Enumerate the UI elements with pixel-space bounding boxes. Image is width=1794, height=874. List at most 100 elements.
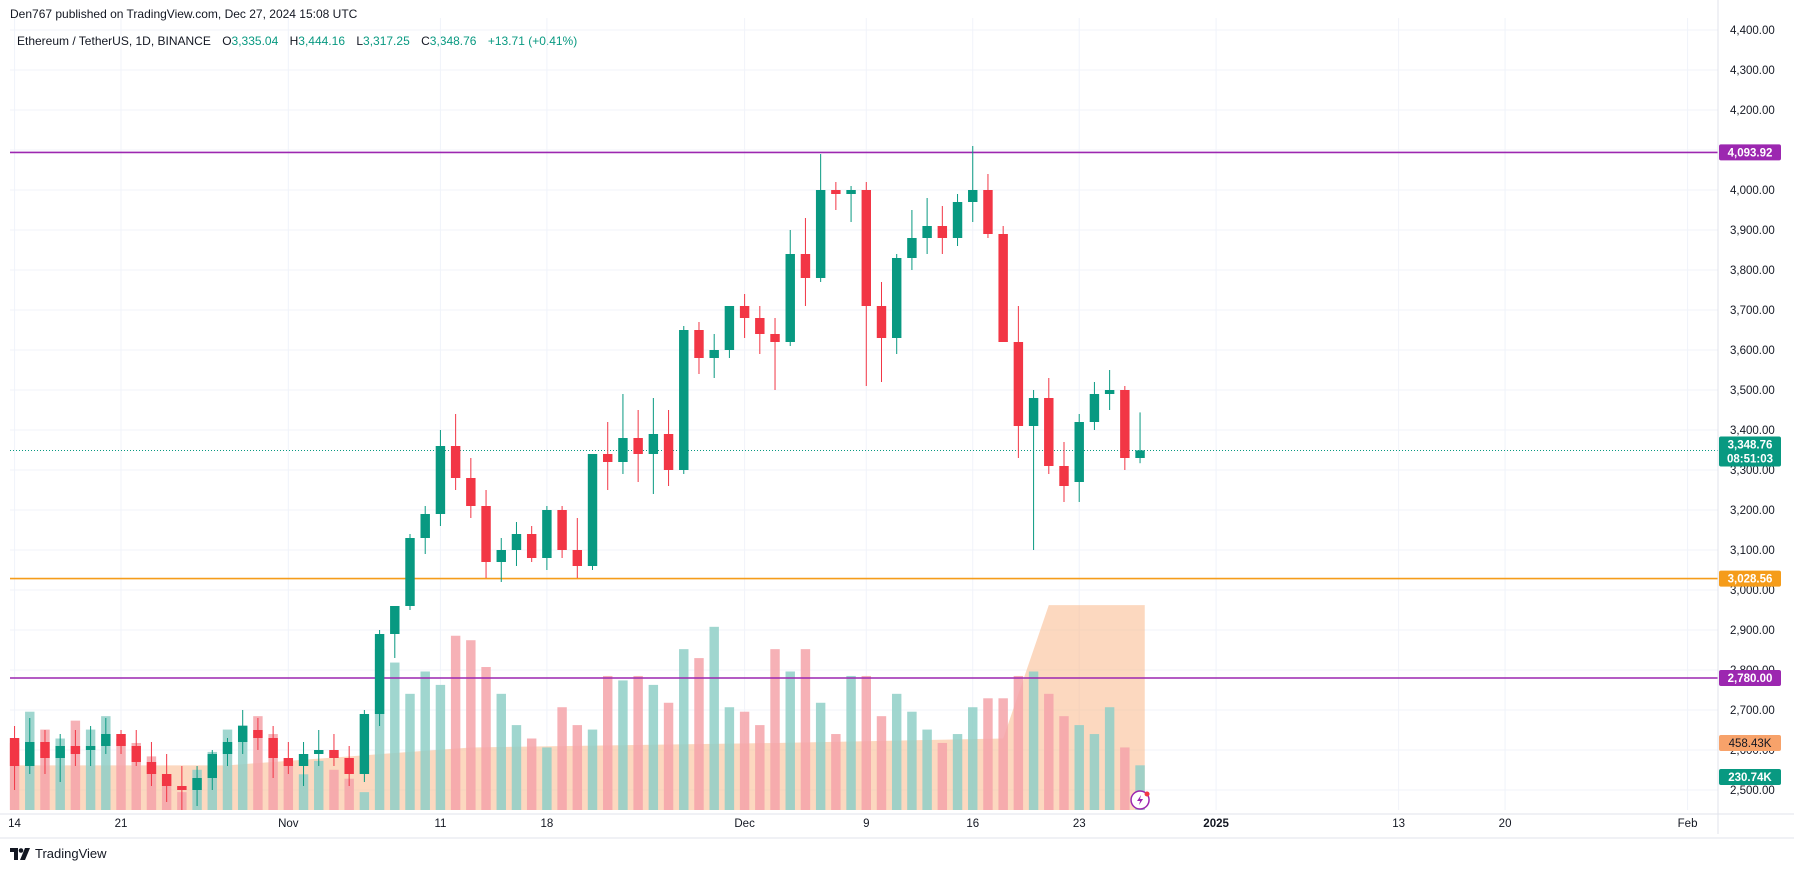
volume-bar <box>557 707 567 810</box>
candle-body <box>435 446 446 514</box>
y-tick-label: 3,600.00 <box>1730 345 1775 357</box>
volume-bar <box>755 725 765 810</box>
volume-bar <box>1028 671 1039 810</box>
y-tick-label: 3,400.00 <box>1730 425 1775 437</box>
level-badge <box>1719 670 1781 686</box>
candle-body <box>253 730 263 738</box>
level-badge <box>1719 144 1781 161</box>
candle-body <box>937 226 948 238</box>
volume-bar <box>770 649 780 810</box>
volume-average-label: 458.43K <box>1729 738 1772 750</box>
candle-body <box>405 538 415 606</box>
volume-bar <box>603 675 613 810</box>
x-tick-label: 16 <box>966 818 979 830</box>
countdown-label: 08:51:03 <box>1727 453 1773 465</box>
symbol-legend: Ethereum / TetherUS, 1D, BINANCE O3,335.… <box>17 34 577 48</box>
candle-body <box>572 550 583 566</box>
volume-bar <box>101 716 111 810</box>
candle-body <box>770 334 780 342</box>
candle-body <box>1013 342 1024 426</box>
candle-body <box>785 254 795 342</box>
level-badge <box>1719 570 1781 587</box>
candle-body <box>907 238 917 258</box>
volume-bar <box>831 734 841 810</box>
volume-bar <box>815 702 826 810</box>
volume-bar <box>587 729 598 810</box>
candles <box>9 146 1145 810</box>
candle-body <box>481 506 491 562</box>
x-tick-label: 14 <box>8 818 21 830</box>
candle-body <box>9 738 20 766</box>
volume-bar <box>572 725 583 810</box>
x-tick-label: Feb <box>1678 818 1698 830</box>
candle-body <box>101 734 111 746</box>
volume-bar <box>85 729 96 810</box>
candle-body <box>374 634 385 714</box>
candle-body <box>831 190 841 194</box>
volume-bar <box>891 693 902 810</box>
candle-body <box>496 550 506 562</box>
volume-bar <box>359 792 370 810</box>
candle-body <box>739 306 750 318</box>
volume-bar <box>329 769 339 810</box>
volume-bar <box>450 635 461 810</box>
high-label: H <box>289 34 299 48</box>
candle-body <box>116 734 126 746</box>
candle-body <box>131 746 141 762</box>
symbol-name[interactable]: Ethereum / TetherUS, 1D, BINANCE <box>17 34 211 48</box>
x-tick-label: 21 <box>115 818 128 830</box>
volume-bar <box>283 765 294 810</box>
volume-bar <box>952 734 963 810</box>
y-tick-label: 4,300.00 <box>1730 65 1775 77</box>
x-tick-label: 20 <box>1499 818 1512 830</box>
candle-body <box>1044 398 1054 466</box>
volume-bar <box>1074 725 1084 810</box>
volume-bar <box>435 684 446 810</box>
volume-bar <box>618 680 628 810</box>
candle-body <box>1059 466 1069 486</box>
candle-body <box>846 190 856 194</box>
last-price-badge <box>1719 436 1781 467</box>
candle-body <box>557 510 567 550</box>
low-label: L <box>356 34 364 48</box>
candle-body <box>25 742 35 766</box>
candle-body <box>526 534 537 558</box>
volume-average-badge <box>1719 735 1781 751</box>
candle-body <box>1104 390 1115 394</box>
candle-body <box>268 738 278 758</box>
tradingview-logo[interactable]: TradingView <box>10 846 107 861</box>
candle-body <box>1089 394 1100 422</box>
volume-bar <box>1104 707 1115 810</box>
candle-body <box>1135 450 1145 458</box>
y-tick-label: 2,700.00 <box>1730 705 1775 717</box>
candle-body <box>663 434 674 470</box>
volume-bar <box>663 702 674 810</box>
volume-bar <box>922 729 932 810</box>
candle-body <box>237 726 248 742</box>
volume-bar <box>222 729 233 810</box>
candle-body <box>998 234 1008 342</box>
candle-body <box>618 438 628 462</box>
level-badge-label: 2,780.00 <box>1728 673 1773 685</box>
y-tick-label: 3,300.00 <box>1730 465 1775 477</box>
candle-body <box>983 190 993 234</box>
volume-bar <box>937 742 948 810</box>
volume-bar <box>739 711 750 810</box>
volume-bar <box>876 716 887 810</box>
volume-bar <box>298 774 309 810</box>
tradingview-brand: TradingView <box>35 846 107 861</box>
x-tick-label: 2025 <box>1203 818 1229 830</box>
y-tick-label: 3,800.00 <box>1730 265 1775 277</box>
y-tick-label: 3,100.00 <box>1730 545 1775 557</box>
candle-body <box>968 190 978 202</box>
y-tick-label: 3,500.00 <box>1730 385 1775 397</box>
volume-bar <box>679 649 689 810</box>
candle-body <box>390 606 400 634</box>
candle-body <box>344 758 354 774</box>
volume-bar <box>314 760 324 810</box>
replay-bolt-shape <box>1137 795 1144 805</box>
candle-body <box>952 202 963 238</box>
horizontal-lines[interactable] <box>10 151 1718 679</box>
candle-body <box>876 306 887 338</box>
